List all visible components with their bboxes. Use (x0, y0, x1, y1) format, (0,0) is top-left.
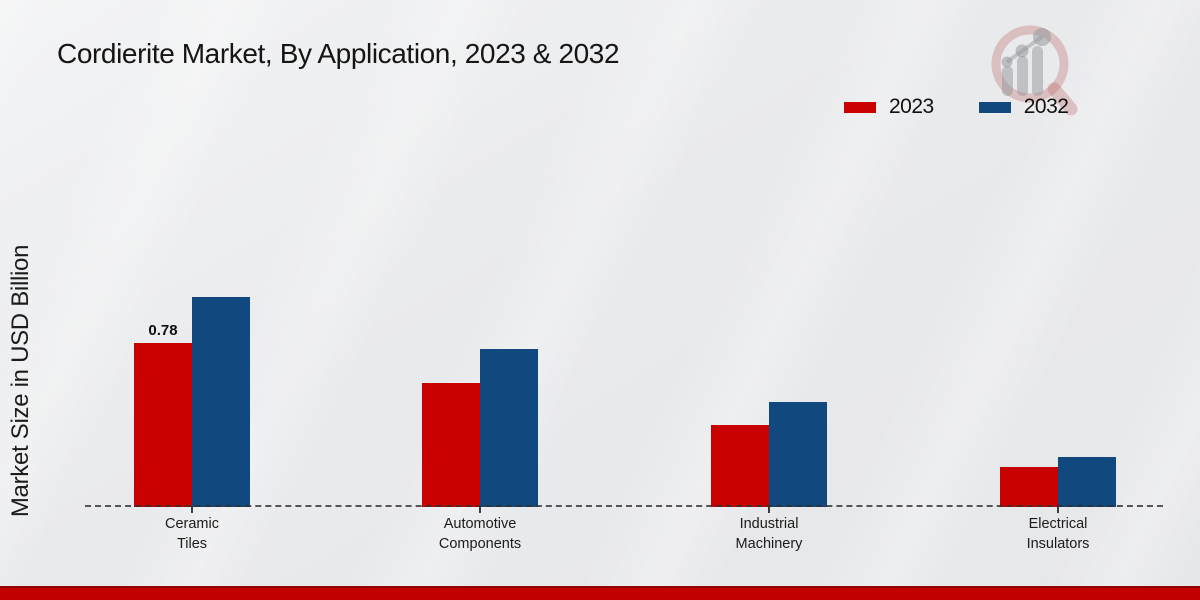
chart-title: Cordierite Market, By Application, 2023 … (57, 38, 620, 69)
axis-tick-electrical-insulators (1057, 507, 1059, 513)
bar-2023-automotive-components (422, 383, 480, 507)
magnifier-bar-chart-watermark-icon (991, 25, 1078, 116)
bar-2023-ceramic-tiles (134, 343, 192, 507)
bar-group-automotive-components (422, 349, 538, 507)
legend-swatch-2023 (843, 100, 877, 114)
legend-label-2032: 2032 (1023, 95, 1069, 118)
footer-stripe (0, 586, 1200, 600)
legend-label-2023: 2023 (889, 95, 934, 118)
bar-2023-electrical-insulators (1000, 467, 1058, 507)
bar-2032-industrial-machinery (769, 402, 827, 507)
category-label-ceramic-tiles: Ceramic Tiles (165, 516, 219, 552)
category-label-industrial-machinery: Industrial Machinery (735, 516, 803, 552)
category-label-automotive-components: Automotive Components (438, 516, 522, 552)
bar-group-electrical-insulators (1000, 457, 1116, 507)
x-axis-baseline (85, 505, 1163, 507)
bar-2023-industrial-machinery (711, 425, 769, 507)
legend-item-2032: 2032 (977, 95, 1069, 119)
legend: 2023 2032 (843, 95, 1069, 119)
axis-tick-ceramic-tiles (191, 507, 193, 513)
bar-2032-electrical-insulators (1058, 457, 1116, 507)
category-label-electrical-insulators: Electrical Insulators (1026, 516, 1090, 552)
legend-swatch-2032 (977, 100, 1012, 114)
bar-2032-ceramic-tiles (192, 297, 250, 507)
axis-tick-industrial-machinery (768, 507, 770, 513)
axis-tick-automotive-components (479, 507, 481, 513)
legend-item-2023: 2023 (843, 95, 934, 119)
bar-group-industrial-machinery (711, 402, 827, 507)
bar-value-label: 0.78 (148, 322, 178, 339)
bar-group-ceramic-tiles: 0.78 (134, 297, 250, 507)
bar-2032-automotive-components (480, 349, 538, 507)
